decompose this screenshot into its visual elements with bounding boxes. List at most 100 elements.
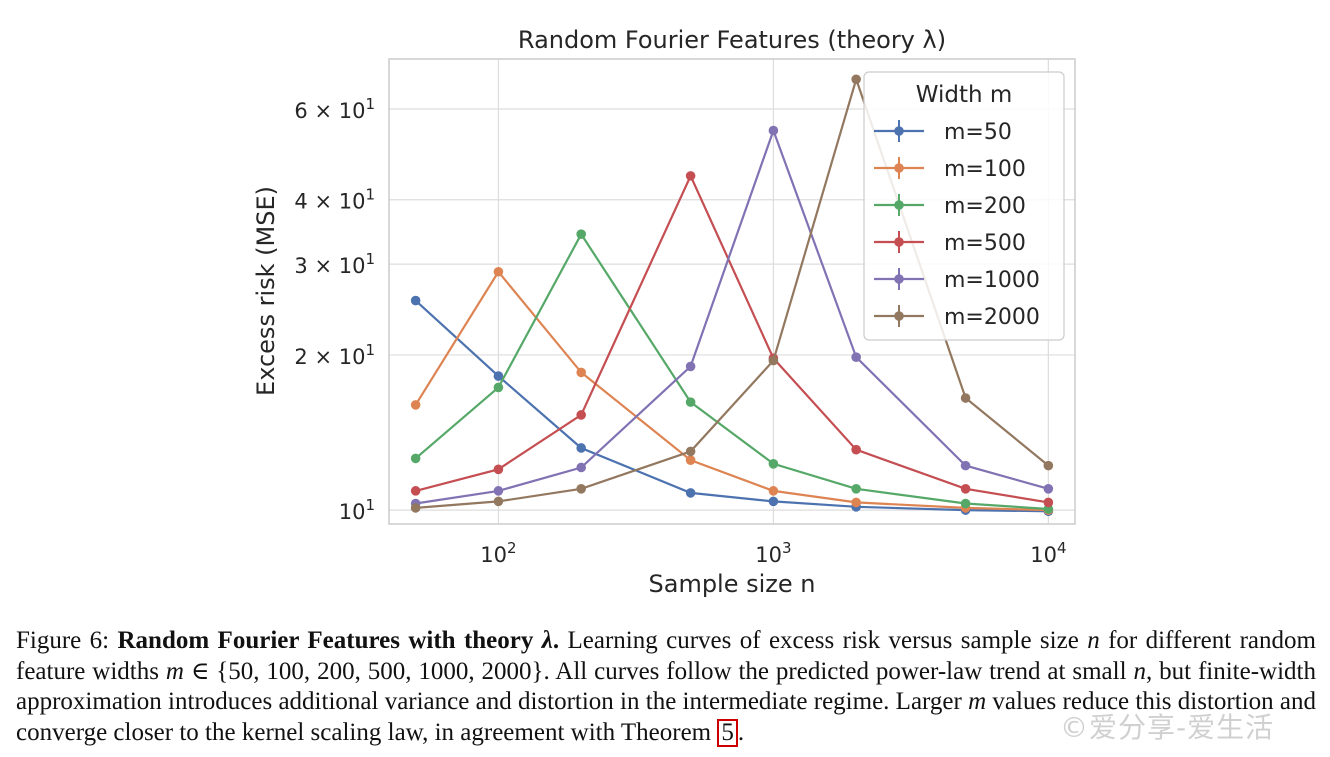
data-point: [768, 125, 779, 136]
series-line: [414, 232, 1049, 511]
caption-lambda-symbol: λ: [541, 627, 553, 654]
y-axis-label: Excess risk (MSE): [252, 186, 280, 396]
legend-item: m=2000: [874, 305, 1040, 330]
caption-label: Figure 6:: [16, 627, 118, 654]
data-point: [576, 229, 586, 239]
figure-caption: Figure 6: Random Fourier Features with t…: [16, 626, 1316, 748]
legend-label: m=50: [944, 120, 1012, 145]
legend-item: m=100: [874, 157, 1026, 182]
legend-label: m=500: [944, 231, 1026, 256]
caption-symbol-n-2: n: [1133, 657, 1146, 685]
data-point: [851, 74, 861, 85]
legend-marker: [894, 311, 904, 321]
chart-title: Random Fourier Features (theory λ): [518, 26, 946, 54]
data-point: [493, 382, 504, 393]
caption-symbol-m: m: [165, 657, 184, 685]
series-layer: [410, 74, 1054, 517]
data-point: [960, 393, 971, 403]
caption-symbol-n: n: [1087, 627, 1100, 654]
series-m-200: [410, 229, 1054, 514]
data-point: [493, 371, 504, 381]
data-point: [685, 397, 696, 407]
watermark-text: ©爱分享-爱生活: [1060, 711, 1275, 744]
y-tick-labels: 101 2 × 101 3 × 101 4 × 101 6 × 101: [294, 95, 375, 524]
legend-label: m=200: [944, 194, 1026, 219]
data-point: [851, 484, 861, 494]
caption-title-text: Random Fourier Features with theory: [117, 627, 542, 654]
data-point: [576, 484, 586, 494]
data-point: [576, 410, 586, 420]
data-point: [960, 498, 971, 509]
caption-text-3: . All curves follow the predicted power-…: [543, 657, 1134, 685]
series-line: [414, 299, 1049, 513]
data-point: [851, 352, 861, 362]
legend-label: m=1000: [944, 268, 1040, 293]
theorem-reference-link[interactable]: 5: [717, 718, 738, 747]
data-point: [410, 400, 421, 410]
data-point: [410, 295, 421, 306]
series-line: [414, 269, 1049, 512]
caption-text-2: for different random feature widths: [16, 627, 1316, 685]
caption-symbol-m-2: m: [968, 688, 987, 715]
data-point: [768, 496, 779, 507]
x-tick-label: 103: [755, 539, 791, 567]
legend-title: Width m: [916, 82, 1013, 108]
y-tick-label: 2 × 101: [294, 341, 375, 369]
data-point: [851, 444, 861, 455]
data-point: [493, 496, 504, 507]
legend-box: [863, 71, 1065, 341]
y-tick-label: 3 × 101: [294, 250, 375, 278]
legend-item: m=500: [874, 231, 1026, 256]
data-point: [410, 503, 421, 513]
y-tick-label: 4 × 101: [294, 186, 375, 214]
series-line: [415, 173, 1049, 504]
data-point: [685, 455, 696, 465]
series-m-2000: [410, 74, 1054, 513]
x-tick-label: 104: [1030, 539, 1066, 567]
data-point: [851, 497, 861, 508]
data-point: [576, 462, 586, 473]
legend: Width m m=50 m=100 m=200 m=500 m=1000 m=2000: [863, 71, 1065, 341]
legend-marker: [894, 126, 904, 136]
legend-item: m=50: [874, 120, 1012, 145]
caption-title-end: .: [552, 627, 560, 654]
legend-marker: [894, 163, 904, 173]
data-point: [1043, 504, 1054, 514]
data-point: [493, 486, 504, 496]
chart-svg: 102 103 104 101 2 × 101 3 × 101 4 × 101 6 × 10…: [252, 26, 1076, 598]
x-tick-label: 102: [480, 539, 516, 567]
data-point: [768, 355, 779, 366]
x-tick-labels: 102 103 104: [480, 539, 1066, 567]
legend-label: m=100: [944, 157, 1026, 182]
legend-marker: [894, 237, 904, 247]
caption-text-1: Learning curves of excess risk versus sa…: [559, 627, 1088, 654]
data-point: [960, 460, 971, 471]
legend-item: m=200: [874, 194, 1026, 219]
data-point: [768, 458, 779, 469]
plot-frame: [388, 58, 1076, 525]
x-axis-label: Sample size n: [649, 570, 816, 598]
data-point: [960, 484, 971, 494]
caption-bold-title: Random Fourier Features with theory λ.: [117, 627, 559, 654]
data-point: [1043, 497, 1054, 508]
y-tick-label: 101: [339, 496, 375, 524]
data-point: [685, 488, 696, 498]
series-line: [415, 127, 1049, 505]
data-point: [768, 486, 779, 496]
data-point: [410, 453, 421, 464]
series-line: [415, 75, 1050, 509]
figure-6-chart: 102 103 104 101 2 × 101 3 × 101 4 × 101 6 × 10…: [240, 18, 1090, 610]
data-point: [493, 266, 504, 277]
data-point: [1043, 484, 1054, 494]
data-point: [685, 171, 696, 181]
data-point: [685, 446, 696, 457]
legend-items: m=50 m=100 m=200 m=500 m=1000 m=2000: [874, 120, 1040, 330]
legend-label: m=2000: [944, 305, 1040, 330]
caption-set: ∈ {50, 100, 200, 500, 1000, 2000}: [183, 657, 544, 685]
series-m-1000: [410, 125, 1054, 509]
data-point: [410, 486, 421, 496]
data-point: [576, 367, 586, 378]
y-tick-label: 6 × 101: [294, 95, 375, 123]
legend-marker: [894, 274, 904, 284]
caption-text-4: , but finite-width approximation introdu…: [16, 657, 1316, 716]
